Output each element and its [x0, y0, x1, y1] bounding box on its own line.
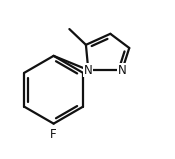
Text: N: N	[118, 64, 127, 76]
Text: F: F	[50, 128, 57, 141]
Text: N: N	[84, 64, 93, 76]
